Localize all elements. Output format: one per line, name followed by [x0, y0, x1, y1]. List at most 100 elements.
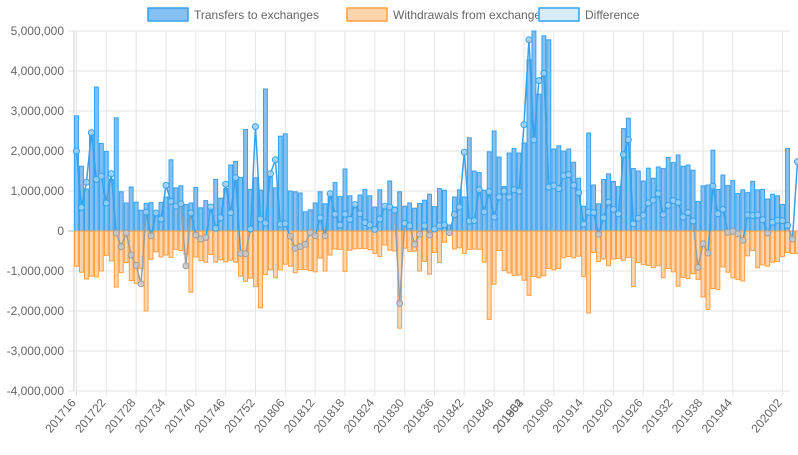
difference-point[interactable] [571, 182, 577, 188]
difference-point[interactable] [153, 210, 159, 216]
difference-point[interactable] [163, 182, 169, 188]
difference-point[interactable] [755, 212, 761, 218]
difference-point[interactable] [566, 172, 572, 178]
difference-point[interactable] [312, 233, 318, 239]
difference-point[interactable] [233, 175, 239, 181]
difference-point[interactable] [710, 183, 716, 189]
difference-point[interactable] [451, 212, 457, 218]
difference-point[interactable] [138, 281, 144, 287]
difference-point[interactable] [272, 157, 278, 163]
difference-point[interactable] [282, 221, 288, 227]
difference-point[interactable] [516, 188, 522, 194]
legend-difference-item[interactable]: Difference [539, 8, 640, 22]
difference-point[interactable] [98, 173, 104, 179]
difference-point[interactable] [620, 152, 626, 158]
difference-point[interactable] [765, 230, 771, 236]
difference-point[interactable] [531, 137, 537, 143]
difference-point[interactable] [591, 210, 597, 216]
difference-point[interactable] [665, 202, 671, 208]
difference-point[interactable] [407, 223, 413, 229]
difference-point[interactable] [188, 210, 194, 216]
difference-point[interactable] [327, 191, 333, 197]
difference-point[interactable] [446, 230, 452, 236]
difference-point[interactable] [128, 252, 134, 258]
difference-point[interactable] [625, 137, 631, 143]
difference-point[interactable] [88, 130, 94, 136]
difference-point[interactable] [213, 225, 219, 231]
difference-point[interactable] [486, 189, 492, 195]
difference-point[interactable] [536, 78, 542, 84]
difference-point[interactable] [556, 186, 562, 192]
difference-point[interactable] [113, 230, 119, 236]
difference-point[interactable] [342, 211, 348, 217]
difference-point[interactable] [83, 179, 89, 185]
difference-point[interactable] [287, 233, 293, 239]
difference-point[interactable] [103, 200, 109, 206]
difference-point[interactable] [332, 211, 338, 217]
difference-point[interactable] [267, 171, 273, 177]
difference-point[interactable] [228, 210, 234, 216]
difference-point[interactable] [481, 209, 487, 215]
difference-point[interactable] [352, 202, 358, 208]
difference-point[interactable] [581, 221, 587, 227]
difference-point[interactable] [650, 197, 656, 203]
difference-point[interactable] [357, 211, 363, 217]
difference-point[interactable] [794, 159, 798, 165]
difference-point[interactable] [252, 124, 258, 130]
difference-point[interactable] [143, 209, 149, 215]
difference-point[interactable] [496, 194, 502, 200]
difference-point[interactable] [302, 241, 308, 247]
difference-point[interactable] [347, 216, 353, 222]
difference-point[interactable] [148, 233, 154, 239]
difference-point[interactable] [178, 201, 184, 207]
difference-point[interactable] [471, 218, 477, 224]
difference-point[interactable] [660, 212, 666, 218]
difference-point[interactable] [73, 148, 79, 154]
difference-point[interactable] [606, 199, 612, 205]
difference-point[interactable] [476, 187, 482, 193]
difference-point[interactable] [705, 250, 711, 256]
difference-point[interactable] [780, 218, 786, 224]
difference-point[interactable] [491, 214, 497, 220]
difference-point[interactable] [337, 222, 343, 228]
difference-point[interactable] [700, 241, 706, 247]
difference-point[interactable] [735, 231, 741, 237]
difference-point[interactable] [601, 215, 607, 221]
difference-point[interactable] [461, 149, 467, 155]
difference-point[interactable] [680, 214, 686, 220]
difference-point[interactable] [596, 231, 602, 237]
difference-point[interactable] [521, 122, 527, 128]
difference-point[interactable] [427, 232, 433, 238]
difference-point[interactable] [695, 264, 701, 270]
difference-point[interactable] [168, 198, 174, 204]
difference-point[interactable] [501, 188, 507, 194]
difference-point[interactable] [203, 234, 209, 240]
difference-point[interactable] [541, 70, 547, 76]
difference-point[interactable] [740, 237, 746, 243]
legend-withdrawals-item[interactable]: Withdrawals from exchanges [347, 8, 547, 22]
difference-point[interactable] [397, 300, 403, 306]
difference-point[interactable] [78, 204, 84, 210]
difference-point[interactable] [372, 226, 378, 232]
difference-point[interactable] [576, 190, 582, 196]
difference-point[interactable] [610, 206, 616, 212]
difference-point[interactable] [422, 223, 428, 229]
difference-point[interactable] [377, 216, 383, 222]
difference-point[interactable] [317, 215, 323, 221]
difference-point[interactable] [760, 217, 766, 223]
difference-point[interactable] [208, 204, 214, 210]
difference-point[interactable] [118, 244, 124, 250]
difference-point[interactable] [158, 216, 164, 222]
difference-point[interactable] [441, 222, 447, 228]
difference-point[interactable] [218, 215, 224, 221]
difference-point[interactable] [690, 218, 696, 224]
difference-point[interactable] [675, 200, 681, 206]
difference-point[interactable] [108, 171, 114, 177]
difference-point[interactable] [720, 206, 726, 212]
difference-point[interactable] [526, 37, 532, 43]
legend-transfers-item[interactable]: Transfers to exchanges [148, 8, 319, 22]
difference-point[interactable] [262, 220, 268, 226]
difference-point[interactable] [123, 230, 129, 236]
difference-point[interactable] [630, 221, 636, 227]
difference-point[interactable] [412, 241, 418, 247]
